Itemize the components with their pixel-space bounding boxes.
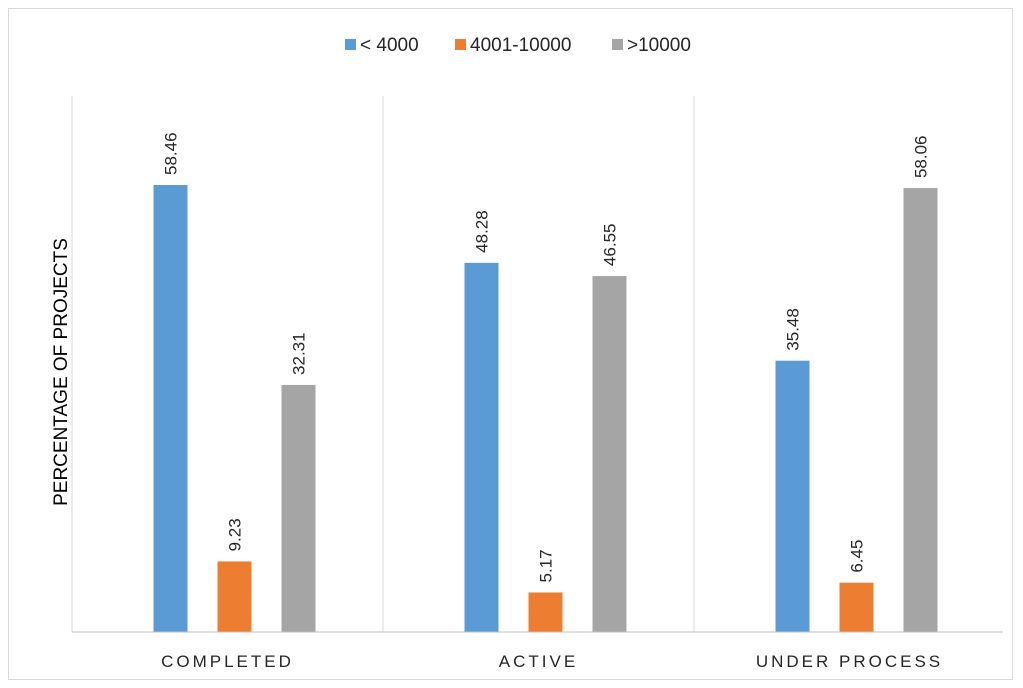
category-label: ACTIVE — [499, 652, 578, 671]
data-labels: 58.46 9.23 32.31 48.28 5.17 46.55 35.48 6.45 58.… — [162, 132, 931, 582]
legend-label: >10000 — [627, 35, 691, 56]
bar — [464, 262, 499, 632]
bar — [592, 276, 627, 632]
legend-swatch — [612, 39, 623, 50]
data-label: 58.06 — [912, 136, 931, 179]
bar — [903, 188, 938, 632]
category-label: COMPLETED — [161, 652, 294, 671]
data-label: 6.45 — [848, 540, 867, 573]
bar — [281, 384, 316, 632]
bar — [839, 582, 874, 632]
bar — [217, 561, 252, 632]
category-separators — [71, 96, 695, 632]
legend-swatch — [345, 39, 356, 50]
data-label: 32.31 — [290, 332, 309, 375]
bar — [153, 185, 188, 632]
data-label: 5.17 — [537, 549, 556, 582]
category-label: UNDER PROCESS — [756, 652, 943, 671]
bar — [528, 592, 563, 632]
bars — [153, 185, 938, 632]
bar — [775, 360, 810, 632]
legend-label: < 4000 — [360, 35, 419, 56]
legend-swatch — [455, 39, 466, 50]
data-label: 9.23 — [226, 518, 245, 551]
y-axis-label: PERCENTAGE OF PROJECTS — [51, 238, 72, 506]
legend: < 4000 4001-10000 >10000 — [345, 35, 691, 56]
data-label: 58.46 — [162, 132, 181, 175]
data-label: 48.28 — [473, 210, 492, 253]
data-label: 35.48 — [784, 308, 803, 351]
data-label: 46.55 — [601, 224, 620, 267]
legend-label: 4001-10000 — [470, 35, 571, 56]
category-labels: COMPLETED ACTIVE UNDER PROCESS — [161, 652, 943, 671]
